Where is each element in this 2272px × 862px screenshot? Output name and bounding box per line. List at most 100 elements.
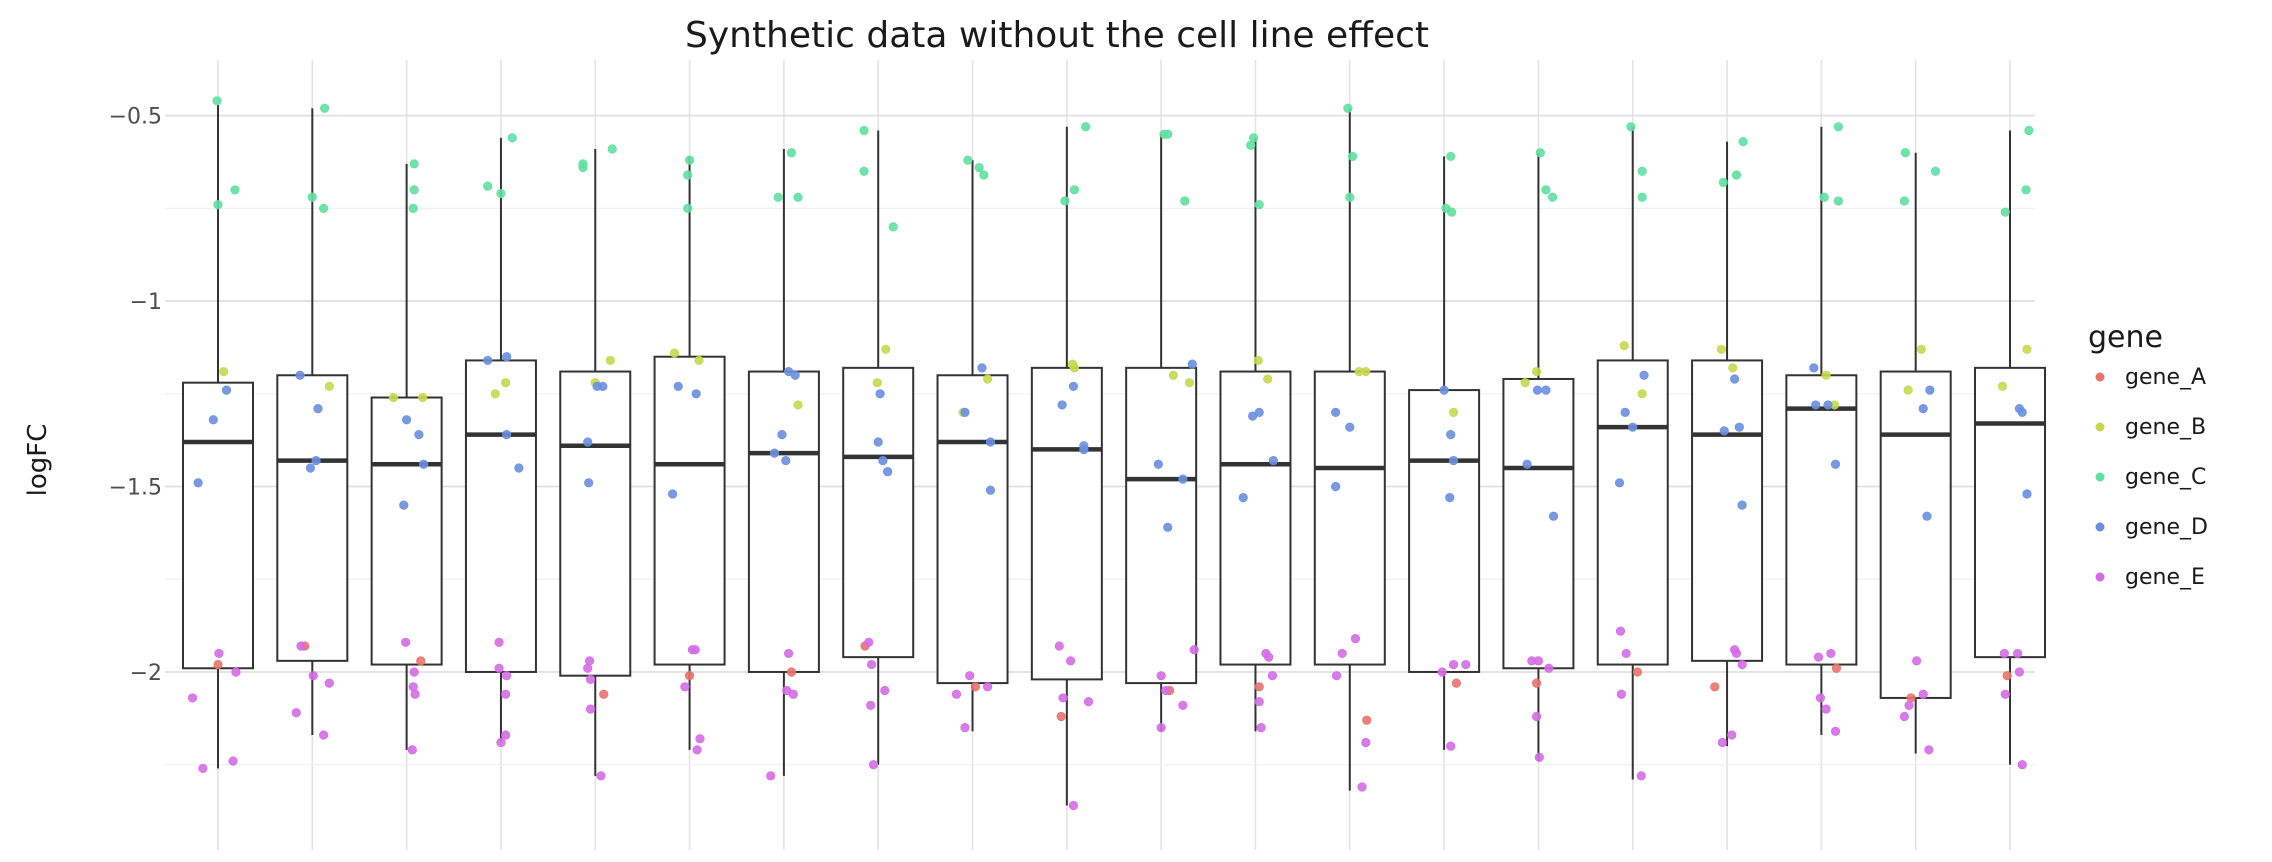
data-point-gene_D (584, 478, 594, 488)
data-point-gene_B (388, 392, 399, 403)
data-point-gene_E (766, 771, 776, 781)
data-point-gene_C (409, 159, 419, 169)
data-point-gene_E (296, 641, 306, 651)
box-body (1502, 377, 1575, 670)
data-point-gene_B (1997, 381, 2008, 391)
box (370, 163, 443, 750)
box (182, 104, 254, 769)
data-point-gene_E (1161, 685, 1171, 696)
data-point-gene_E (214, 648, 224, 659)
data-point-gene_C (496, 188, 506, 199)
data-point-gene_D (1620, 407, 1630, 417)
data-point-gene_D (1737, 500, 1747, 510)
data-point-gene_D (1925, 385, 1935, 395)
data-point-gene_E (1461, 659, 1471, 670)
box-body (1125, 366, 1198, 685)
data-point-gene_D (1541, 385, 1551, 395)
data-point-gene_D (673, 381, 683, 391)
data-point-gene_D (502, 352, 512, 362)
data-point-gene_A (684, 671, 695, 681)
box (1502, 152, 1575, 761)
data-point-gene_C (1343, 103, 1353, 113)
y-tick-label: −0.5 (109, 105, 162, 130)
legend-label-gene_E: gene_E (2125, 565, 2205, 590)
data-point-gene_A (213, 659, 223, 670)
data-point-gene_C (684, 155, 695, 165)
data-point-gene_D (1057, 400, 1067, 410)
data-point-gene_E (1156, 723, 1166, 733)
data-point-gene_A (1710, 682, 1720, 692)
data-point-gene_A (599, 689, 609, 699)
data-point-gene_D (514, 463, 524, 473)
data-point-gene_C (2021, 185, 2031, 195)
boxes (182, 104, 2046, 806)
data-point-gene_E (1912, 656, 1922, 666)
data-point-gene_D (414, 430, 424, 440)
legend-key-gene_D (2095, 522, 2105, 532)
data-point-gene_E (1448, 659, 1459, 670)
data-point-gene_D (769, 448, 780, 458)
data-point-gene_A (1632, 667, 1643, 677)
box (276, 108, 349, 736)
data-point-gene_B (1821, 370, 1831, 380)
box-body (182, 381, 254, 670)
data-point-gene_B (1263, 374, 1273, 384)
data-point-gene_E (1826, 648, 1836, 659)
data-point-gene_C (974, 162, 984, 173)
box (1313, 108, 1386, 791)
data-point-gene_E (1924, 745, 1934, 755)
data-point-gene_D (691, 389, 701, 399)
data-point-gene_D (598, 381, 608, 391)
data-point-gene_B (793, 400, 803, 410)
data-point-gene_D (305, 463, 316, 473)
data-point-gene_D (502, 430, 512, 440)
data-point-gene_C (1738, 136, 1748, 147)
data-point-gene_E (1533, 656, 1544, 666)
data-point-gene_E (695, 734, 705, 744)
data-point-gene_C (786, 148, 797, 158)
data-point-gene_A (2002, 671, 2012, 681)
data-point-gene_D (1248, 411, 1258, 421)
data-point-gene_C (1637, 166, 1647, 176)
data-point-gene_E (2000, 689, 2010, 699)
data-point-gene_C (307, 192, 317, 202)
data-point-gene_E (868, 760, 879, 770)
data-point-gene_D (777, 430, 787, 440)
data-point-gene_C (1345, 192, 1355, 202)
data-point-gene_D (1809, 363, 1819, 373)
data-point-gene_D (668, 489, 678, 499)
data-point-gene_D (873, 437, 883, 447)
data-point-gene_B (1728, 363, 1738, 373)
data-point-gene_B (501, 378, 511, 388)
data-point-gene_E (410, 689, 420, 699)
data-point-gene_D (781, 455, 791, 466)
data-point-gene_D (1918, 404, 1928, 414)
data-point-gene_E (1615, 626, 1626, 636)
data-point-gene_D (221, 385, 232, 395)
data-point-gene_D (1446, 430, 1456, 440)
data-point-gene_E (2012, 648, 2023, 659)
box (1785, 126, 1858, 736)
data-point-gene_C (1541, 185, 1551, 195)
data-point-gene_E (951, 689, 962, 699)
data-point-gene_C (483, 181, 493, 191)
y-axis-label: logFC (23, 424, 53, 497)
data-point-gene_D (1628, 422, 1638, 432)
data-point-gene_B (1637, 389, 1647, 399)
data-point-gene_E (1616, 689, 1627, 699)
data-point-gene_D (2022, 489, 2032, 499)
data-point-gene_E (308, 671, 318, 681)
data-point-gene_C (319, 203, 329, 213)
data-point-gene_E (501, 689, 511, 699)
data-point-gene_E (692, 745, 702, 755)
data-point-gene_C (888, 222, 898, 232)
data-point-gene_B (881, 344, 891, 354)
data-point-gene_A (1056, 711, 1066, 722)
box-body (1879, 370, 1952, 699)
box (936, 160, 1009, 732)
legend-key-gene_A (2095, 372, 2105, 382)
legend-label-gene_D: gene_D (2125, 515, 2208, 540)
data-point-gene_E (585, 674, 596, 684)
data-point-gene_B (669, 348, 680, 358)
data-point-gene_E (1531, 711, 1542, 722)
